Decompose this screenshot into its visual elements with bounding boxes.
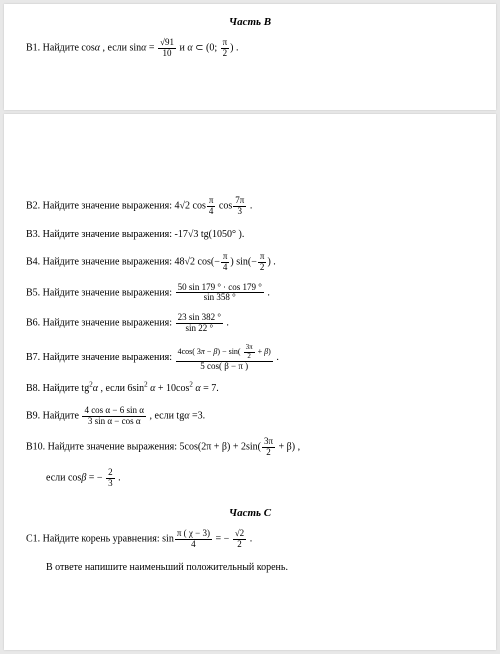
problem-b7: В7. Найдите значение выражения: 4cos( 3π… (26, 344, 474, 371)
page-2: В2. Найдите значение выражения: 4√2 cosπ… (4, 114, 496, 650)
problem-b5: В5. Найдите значение выражения: 50 sin 1… (26, 283, 474, 304)
b1-t1: Найдите cos (43, 43, 95, 54)
b1-end: ) . (230, 43, 238, 54)
problem-b3: В3. Найдите значение выражения: -17√3 tg… (26, 227, 474, 242)
b1-t4: ⊂ (0; (193, 43, 220, 54)
b1-t2: , если sin (100, 43, 141, 54)
problem-b9: В9. Найдите 4 cos α − 6 sin α3 sin α − c… (26, 406, 474, 427)
problem-b1: В1. Найдите cosα , если sinα = √9110 и α… (26, 38, 474, 59)
problem-b4: В4. Найдите значение выражения: 48√2 cos… (26, 252, 474, 273)
problem-b6: В6. Найдите значение выражения: 23 sin 3… (26, 313, 474, 334)
top-margin (26, 126, 474, 186)
b1-label: В1. (26, 43, 40, 54)
b1-t3: и (177, 43, 187, 54)
problem-b8: В8. Найдите tg2α , если 6sin2 α + 10cos2… (26, 381, 474, 396)
b1-frac2: π2 (221, 38, 230, 59)
problem-c1-line2: В ответе напишите наименьший положительн… (26, 560, 474, 575)
part-b-title: Часть В (26, 16, 474, 28)
b1-frac1: √9110 (158, 38, 176, 59)
problem-b2: В2. Найдите значение выражения: 4√2 cosπ… (26, 196, 474, 217)
problem-b10-line2: если cosβ = − 23 . (26, 468, 474, 489)
problem-b10: В10. Найдите значение выражения: 5cos(2π… (26, 437, 474, 458)
problem-c1: С1. Найдите корень уравнения: sinπ ( χ −… (26, 529, 474, 550)
part-c-title: Часть С (26, 507, 474, 519)
b1-eq: = (146, 43, 157, 54)
page-1: Часть В В1. Найдите cosα , если sinα = √… (4, 4, 496, 110)
